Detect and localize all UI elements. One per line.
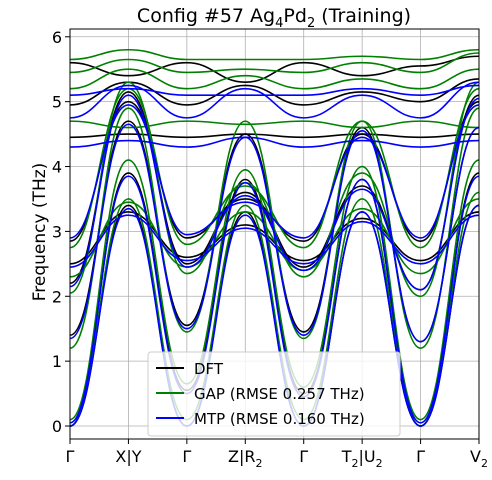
band-line: [70, 55, 479, 84]
band-line: [70, 68, 479, 90]
band-line: [70, 94, 479, 291]
x-tick-label: Γ: [66, 447, 75, 466]
band-line: [70, 52, 479, 74]
band-line: [70, 204, 479, 427]
band-line: [70, 81, 479, 119]
legend-box: [147, 351, 401, 437]
legend-label: GAP (RMSE 0.257 THz): [194, 385, 365, 403]
plot-layer: [70, 48, 479, 427]
legend: DFT GAP (RMSE 0.257 THz) MTP (RMSE 0.160 T…: [147, 351, 401, 437]
x-tick-label: Γ: [182, 447, 191, 466]
legend-label: DFT: [194, 360, 224, 378]
y-tick-label: 1: [52, 352, 62, 371]
y-tick-label: 4: [52, 158, 62, 177]
band-line: [70, 136, 479, 148]
plot-frame: [69, 28, 480, 440]
y-tick-label: 6: [52, 28, 62, 47]
band-line: [70, 104, 479, 239]
x-tick-label: X|Y: [115, 447, 141, 466]
x-tick-label: Z|R2: [228, 447, 262, 470]
chart-title: Config #57 Ag4Pd2 (Training): [137, 5, 411, 31]
band-line: [70, 123, 479, 343]
band-line: [70, 78, 479, 106]
legend-label: MTP (RMSE 0.160 THz): [194, 410, 365, 428]
series-mtp: [70, 81, 479, 427]
y-tick-label: 2: [52, 287, 62, 306]
x-tick-label: Γ: [299, 447, 308, 466]
band-line: [70, 133, 479, 139]
tick-layer: 0 1 2 3 4 5 6 Γ X|Y Γ Z|R2 Γ T2|U2 Γ V2: [52, 28, 488, 470]
band-line: [70, 175, 479, 424]
y-tick-label: 3: [52, 222, 62, 241]
y-axis-label: Frequency (THz): [30, 163, 50, 302]
band-line: [70, 159, 479, 421]
band-line: [70, 84, 479, 96]
band-line: [70, 48, 479, 61]
x-tick-label: Γ: [416, 447, 425, 466]
y-tick-label: 5: [52, 93, 62, 112]
y-tick-label: 0: [52, 417, 62, 436]
x-tick-label: V2: [470, 447, 488, 470]
x-tick-label: T2|U2: [341, 447, 383, 470]
band-line: [70, 87, 479, 249]
band-line: [70, 214, 479, 268]
